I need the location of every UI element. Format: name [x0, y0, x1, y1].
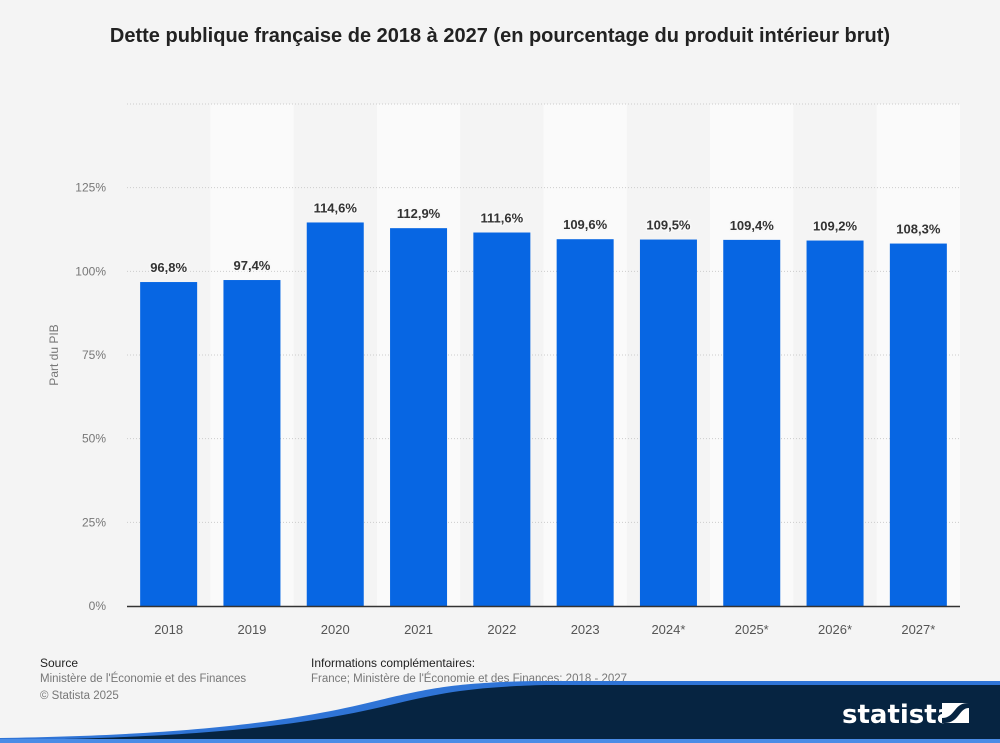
- bar: [390, 228, 448, 607]
- bar: [556, 239, 614, 607]
- y-tick-label: 75%: [82, 348, 106, 362]
- x-tick-label: 2026*: [818, 622, 852, 637]
- x-tick-label: 2024*: [651, 622, 685, 637]
- bar: [306, 222, 364, 607]
- x-tick-label: 2027*: [901, 622, 935, 637]
- data-label: 109,4%: [730, 218, 775, 233]
- data-label: 114,6%: [314, 200, 358, 215]
- data-label: 96,8%: [150, 260, 187, 275]
- data-label: 108,3%: [896, 222, 941, 237]
- statista-logo-icon: [942, 703, 969, 723]
- statista-logo-text: statista: [842, 700, 954, 730]
- info-text: France; Ministère de l'Économie et des F…: [311, 673, 628, 685]
- data-label: 97,4%: [234, 258, 271, 273]
- bar-chart: 0% 25% 50% 75% 100% 125% 96,8% 2018 97,4% 2019 114…: [47, 103, 960, 637]
- data-label: 112,9%: [397, 206, 441, 221]
- y-tick-label: 100%: [75, 264, 106, 278]
- y-tick-label: 50%: [82, 432, 106, 446]
- bar: [806, 240, 864, 606]
- x-tick-label: 2019: [237, 622, 266, 637]
- x-tick-label: 2020: [321, 622, 350, 637]
- source-label: Source: [40, 656, 79, 670]
- info-label: Informations complémentaires:: [311, 656, 476, 670]
- data-label: 111,6%: [481, 211, 524, 226]
- bar: [639, 239, 697, 607]
- brand-dark-wave: [0, 685, 1000, 743]
- y-tick-label: 25%: [82, 515, 106, 529]
- bar: [473, 232, 531, 606]
- x-tick-label: 2018: [154, 622, 183, 637]
- bar: [889, 243, 947, 606]
- x-tick-label: 2021: [404, 622, 433, 637]
- data-label: 109,5%: [646, 218, 691, 233]
- source-text: Ministère de l'Économie et des Finances: [40, 673, 247, 685]
- brand-accent-wave: [0, 681, 1000, 743]
- data-label: 109,6%: [563, 217, 608, 232]
- y-axis-label: Part du PIB: [47, 324, 61, 385]
- brand-bottom-line: [0, 739, 1000, 743]
- chart-title: Dette publique française de 2018 à 2027 …: [109, 25, 891, 47]
- x-tick-label: 2025*: [735, 622, 769, 637]
- data-label: 109,2%: [813, 219, 858, 234]
- copyright-text: © Statista 2025: [40, 690, 119, 702]
- x-tick-label: 2023: [571, 622, 600, 637]
- bars: [140, 222, 947, 607]
- bar: [223, 280, 281, 606]
- labels: 0% 25% 50% 75% 100% 125% 96,8% 2018 97,4% 2019 114…: [75, 181, 942, 637]
- x-tick-label: 2022: [487, 622, 516, 637]
- bar: [140, 282, 198, 606]
- y-tick-label: 0%: [89, 599, 107, 613]
- y-tick-label: 125%: [75, 181, 106, 195]
- bar: [723, 239, 781, 606]
